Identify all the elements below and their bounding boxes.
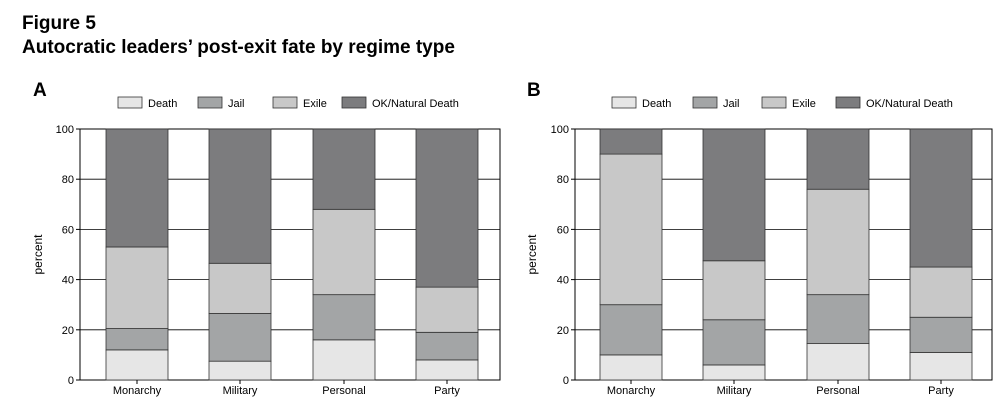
bar-segment-a-party-ok-natural-death — [415, 128, 479, 288]
panel-a-letter: A — [33, 80, 47, 101]
xtick-label-a-party: Party — [434, 385, 460, 397]
figure-label: Figure 5 — [22, 13, 96, 34]
plot-frame-a — [79, 128, 501, 381]
legend-label-b-ok-natural-death: OK/Natural Death — [866, 98, 953, 110]
bar-segment-b-party-exile — [909, 266, 973, 318]
plot-frame-b — [574, 128, 993, 381]
xtick-label-a-military: Military — [223, 385, 258, 397]
legend-label-a-exile: Exile — [303, 98, 327, 110]
legend-label-a-death: Death — [148, 98, 177, 110]
legend-swatch-b-death — [611, 96, 637, 109]
bar-segment-a-monarchy-ok-natural-death — [105, 128, 169, 248]
legend-swatch-b-exile — [761, 96, 787, 109]
legend-swatch-a-death — [117, 96, 143, 109]
bar-segment-a-personal-jail — [312, 294, 376, 341]
ytick-label-b-20: 20 — [557, 325, 569, 337]
legend-label-a-jail: Jail — [228, 98, 245, 110]
legend-label-a-ok-natural-death: OK/Natural Death — [372, 98, 459, 110]
bar-segment-b-party-ok-natural-death — [909, 128, 973, 268]
bar-segment-a-personal-exile — [312, 208, 376, 296]
bar-segment-b-party-jail — [909, 316, 973, 353]
legend-swatch-a-exile — [272, 96, 298, 109]
ytick-label-a-100: 100 — [56, 124, 74, 136]
y-axis-label-a: percent — [31, 234, 45, 275]
panel-b-letter: B — [527, 80, 541, 101]
bar-segment-b-monarchy-death — [599, 354, 663, 381]
y-axis-label-b: percent — [525, 234, 539, 275]
xtick-label-b-monarchy: Monarchy — [607, 385, 656, 397]
bar-segment-b-military-exile — [702, 260, 766, 321]
bar-segment-b-personal-ok-natural-death — [806, 128, 870, 190]
bar-segment-b-monarchy-exile — [599, 153, 663, 306]
ytick-label-a-80: 80 — [62, 174, 74, 186]
ytick-label-b-0: 0 — [563, 375, 569, 387]
legend-swatch-a-jail — [197, 96, 223, 109]
xtick-label-a-monarchy: Monarchy — [113, 385, 162, 397]
ytick-label-b-40: 40 — [557, 275, 569, 287]
bar-segment-a-personal-ok-natural-death — [312, 128, 376, 210]
bar-segment-a-monarchy-exile — [105, 246, 169, 329]
bar-segment-b-personal-exile — [806, 188, 870, 296]
legend-label-b-jail: Jail — [723, 98, 740, 110]
bar-segment-b-monarchy-ok-natural-death — [599, 128, 663, 155]
bar-segment-a-personal-death — [312, 339, 376, 381]
xtick-label-b-personal: Personal — [816, 385, 859, 397]
xtick-label-b-military: Military — [717, 385, 752, 397]
legend-swatch-a-ok-natural-death — [341, 96, 367, 109]
legend-label-b-death: Death — [642, 98, 671, 110]
bar-segment-b-monarchy-jail — [599, 304, 663, 356]
ytick-label-a-40: 40 — [62, 275, 74, 287]
xtick-label-a-personal: Personal — [322, 385, 365, 397]
legend-label-b-exile: Exile — [792, 98, 816, 110]
bar-segment-a-military-ok-natural-death — [208, 128, 272, 264]
ytick-label-a-20: 20 — [62, 325, 74, 337]
bar-segment-b-military-ok-natural-death — [702, 128, 766, 262]
bar-segment-a-monarchy-death — [105, 349, 169, 381]
legend-swatch-b-ok-natural-death — [835, 96, 861, 109]
bar-segment-a-military-exile — [208, 262, 272, 314]
bar-segment-b-military-jail — [702, 319, 766, 366]
figure-title: Autocratic leaders’ post-exit fate by re… — [22, 37, 455, 58]
bar-segment-b-personal-death — [806, 343, 870, 381]
bar-segment-b-military-death — [702, 364, 766, 381]
bar-segment-a-party-jail — [415, 331, 479, 361]
bar-segment-b-party-death — [909, 351, 973, 381]
legend-swatch-b-jail — [692, 96, 718, 109]
ytick-label-a-0: 0 — [68, 375, 74, 387]
ytick-label-a-60: 60 — [62, 224, 74, 236]
xtick-label-b-party: Party — [928, 385, 954, 397]
ytick-label-b-100: 100 — [551, 124, 569, 136]
bar-segment-a-military-jail — [208, 313, 272, 362]
ytick-label-b-80: 80 — [557, 174, 569, 186]
bar-segment-a-party-exile — [415, 286, 479, 333]
bar-segment-b-personal-jail — [806, 294, 870, 345]
ytick-label-b-60: 60 — [557, 224, 569, 236]
